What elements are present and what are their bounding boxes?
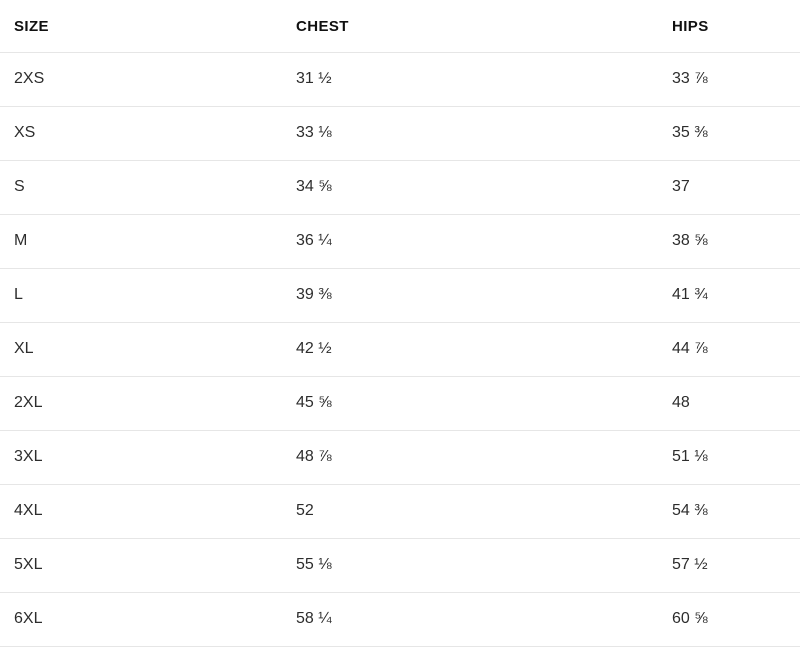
column-header-size: SIZE [0, 0, 296, 53]
table-row: L 39 ⅜ 41 ¾ [0, 268, 800, 323]
hips-cell: 37 [672, 160, 800, 215]
hips-cell: 41 ¾ [672, 268, 800, 323]
size-table-header: SIZE CHEST HIPS [0, 0, 800, 53]
chest-cell: 58 ¼ [296, 592, 672, 647]
size-cell: 6XL [0, 592, 296, 647]
table-row: 5XL 55 ⅛ 57 ½ [0, 538, 800, 593]
hips-cell: 35 ⅜ [672, 106, 800, 161]
chest-cell: 48 ⅞ [296, 430, 672, 485]
size-cell: M [0, 214, 296, 269]
size-cell: L [0, 268, 296, 323]
hips-cell: 38 ⅝ [672, 214, 800, 269]
table-row: 2XS 31 ½ 33 ⅞ [0, 52, 800, 107]
hips-cell: 57 ½ [672, 538, 800, 593]
size-cell: 2XL [0, 376, 296, 431]
table-row: 3XL 48 ⅞ 51 ⅛ [0, 430, 800, 485]
column-header-hips: HIPS [672, 0, 800, 53]
table-row: S 34 ⅝ 37 [0, 160, 800, 215]
chest-cell: 33 ⅛ [296, 106, 672, 161]
table-row: 2XL 45 ⅝ 48 [0, 376, 800, 431]
size-cell: XS [0, 106, 296, 161]
size-cell: 2XS [0, 52, 296, 107]
chest-cell: 34 ⅝ [296, 160, 672, 215]
chest-cell: 52 [296, 484, 672, 539]
size-cell: S [0, 160, 296, 215]
hips-cell: 33 ⅞ [672, 52, 800, 107]
table-row: XL 42 ½ 44 ⅞ [0, 322, 800, 377]
chest-cell: 55 ⅛ [296, 538, 672, 593]
chest-cell: 45 ⅝ [296, 376, 672, 431]
chest-cell: 42 ½ [296, 322, 672, 377]
table-row: 6XL 58 ¼ 60 ⅝ [0, 592, 800, 647]
size-cell: 3XL [0, 430, 296, 485]
chest-cell: 39 ⅜ [296, 268, 672, 323]
hips-cell: 54 ⅜ [672, 484, 800, 539]
hips-cell: 48 [672, 376, 800, 431]
hips-cell: 51 ⅛ [672, 430, 800, 485]
size-table-body: 2XS 31 ½ 33 ⅞ XS 33 ⅛ 35 ⅜ S 34 ⅝ 37 M 36 ¼ 38 ⅝ L 39… [0, 52, 800, 647]
hips-cell: 44 ⅞ [672, 322, 800, 377]
table-row: 4XL 52 54 ⅜ [0, 484, 800, 539]
chest-cell: 31 ½ [296, 52, 672, 107]
size-cell: 5XL [0, 538, 296, 593]
size-cell: 4XL [0, 484, 296, 539]
table-row: M 36 ¼ 38 ⅝ [0, 214, 800, 269]
hips-cell: 60 ⅝ [672, 592, 800, 647]
column-header-chest: CHEST [296, 0, 672, 53]
table-row: XS 33 ⅛ 35 ⅜ [0, 106, 800, 161]
size-cell: XL [0, 322, 296, 377]
header-row: SIZE CHEST HIPS [0, 0, 800, 53]
chest-cell: 36 ¼ [296, 214, 672, 269]
